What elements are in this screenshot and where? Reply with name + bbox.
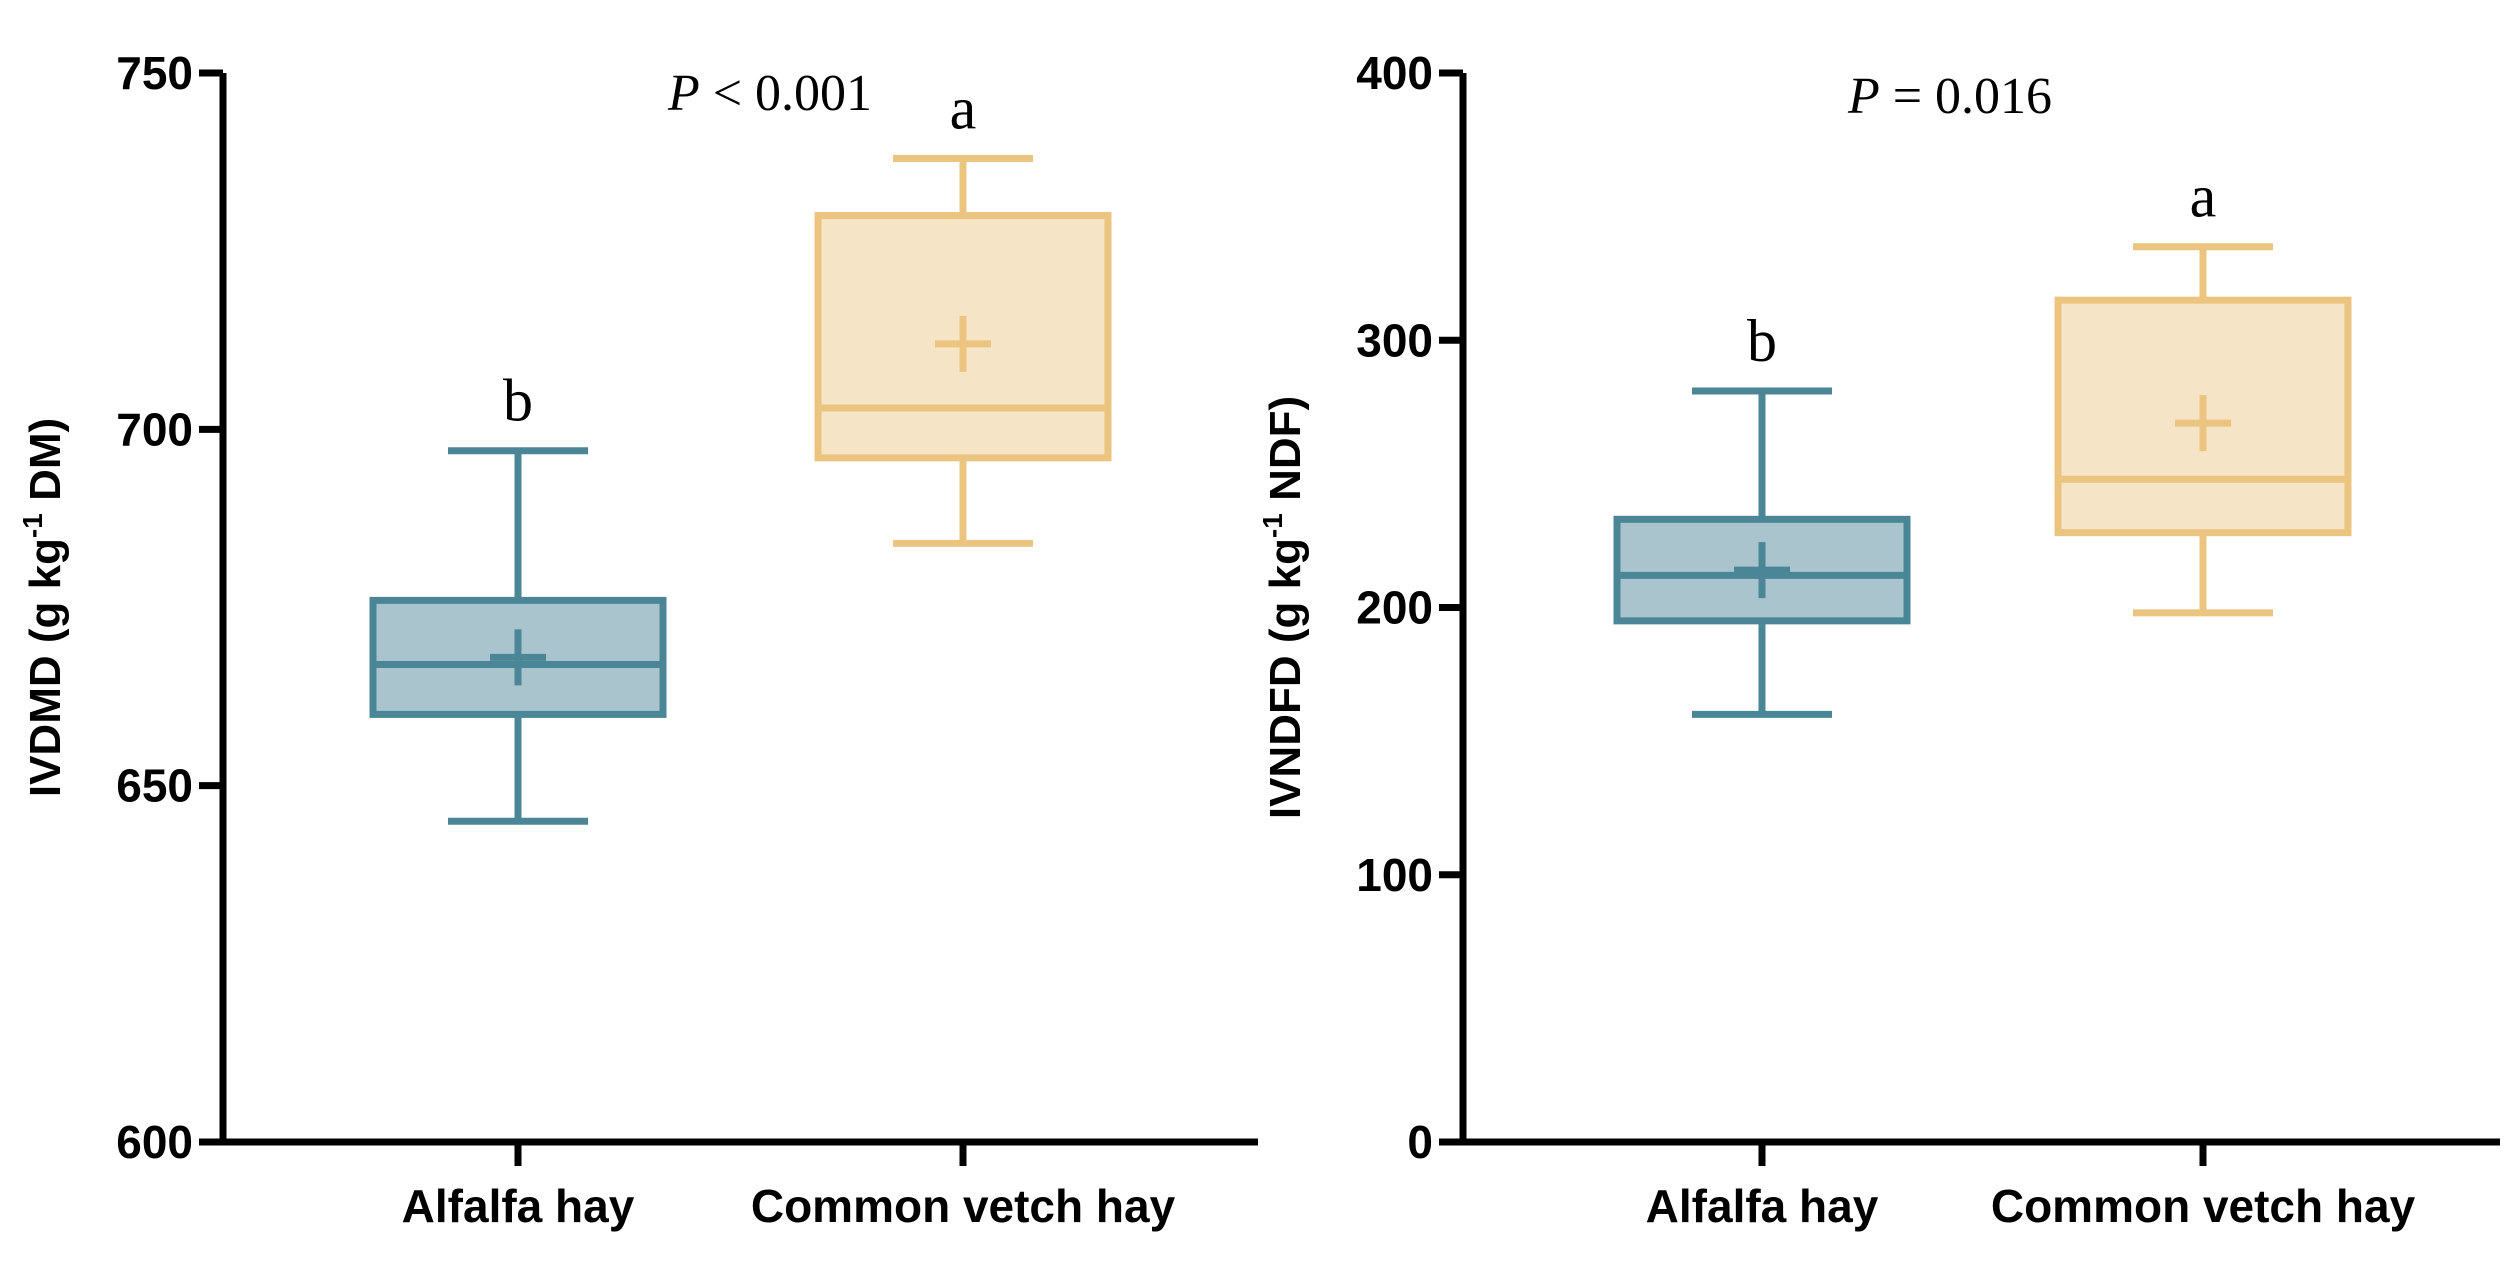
x-tick-label: Alfalfa hay <box>402 1180 635 1232</box>
ivdmd-chart: 600 650 700 750 Alfalfa hay Common vetch hay I… <box>17 47 1258 1232</box>
y-tick-label: 650 <box>116 760 193 812</box>
p-value-annotation: P = 0.016 <box>1847 68 2052 125</box>
significance-letter: a <box>2190 164 2217 230</box>
x-tick-label: Common vetch hay <box>1991 1180 2416 1232</box>
y-tick-label: 300 <box>1356 314 1433 366</box>
x-tick-label: Alfalfa hay <box>1646 1180 1879 1232</box>
significance-letter: b <box>503 368 533 434</box>
y-tick-label: 400 <box>1356 47 1433 99</box>
significance-letter: a <box>950 76 977 142</box>
ivndfd-chart: 0 100 200 300 400 Alfalfa hay Common vetch hay… <box>1257 47 2500 1232</box>
p-value-annotation: P < 0.001 <box>667 65 872 122</box>
box-alfalfa: b <box>369 368 667 825</box>
y-axis-title: IVNDFD (g kg-1 NDF) <box>1257 396 1310 819</box>
box-vetch: a <box>2054 164 2352 617</box>
box-vetch: a <box>814 76 1112 547</box>
y-tick-label: 700 <box>116 403 193 455</box>
y-tick-label: 750 <box>116 47 193 99</box>
y-tick-label: 100 <box>1356 849 1433 901</box>
x-tick-label: Common vetch hay <box>751 1180 1176 1232</box>
y-tick-label: 200 <box>1356 582 1433 634</box>
y-tick-label: 600 <box>116 1116 193 1168</box>
y-axis-title: IVDMD (g kg-1 DM) <box>17 418 70 797</box>
box-alfalfa: b <box>1613 308 1911 718</box>
y-tick-label: 0 <box>1407 1116 1433 1168</box>
significance-letter: b <box>1747 308 1777 374</box>
